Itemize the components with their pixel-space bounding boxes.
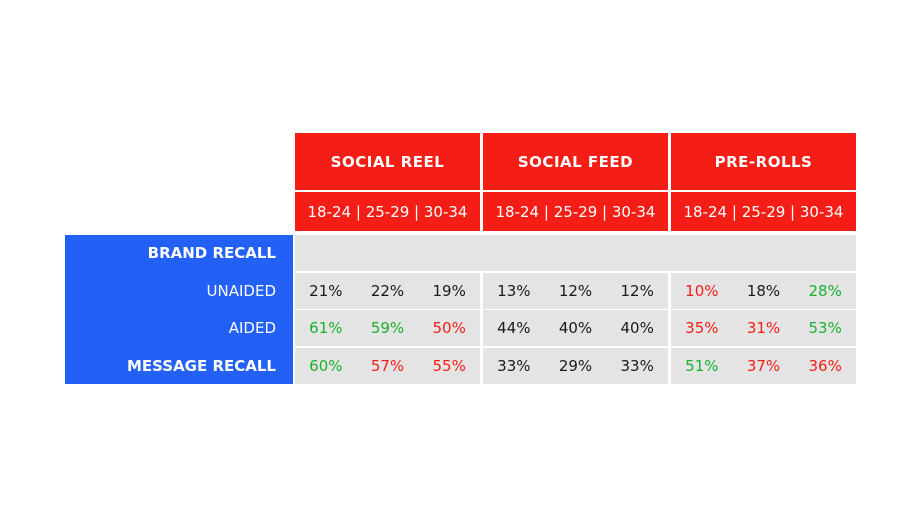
age-header-social-feed: 18-24 | 25-29 | 30-34 [483, 192, 668, 231]
value-cell: 57% [370, 357, 405, 375]
value-cell: 44% [497, 319, 531, 337]
cells-aided-1: 44% 40% 40% [483, 310, 668, 346]
value-cell: 28% [808, 282, 842, 300]
value-cell: 12% [620, 282, 654, 300]
cells-unaided-2: 10% 18% 28% [671, 273, 856, 309]
value-cell: 22% [370, 282, 405, 300]
cells-message-recall-0: 60% 57% 55% [295, 348, 480, 384]
cells-aided-0: 61% 59% 50% [295, 310, 480, 346]
value-cell: 21% [309, 282, 343, 300]
age-header-social-reel: 18-24 | 25-29 | 30-34 [295, 192, 480, 231]
cells-message-recall-1: 33% 29% 33% [483, 348, 668, 384]
value-cell: 61% [309, 319, 343, 337]
age-header-pre-rolls: 18-24 | 25-29 | 30-34 [671, 192, 856, 231]
value-cell: 59% [370, 319, 405, 337]
section-band-brand-recall [295, 235, 856, 271]
value-cell: 33% [620, 357, 654, 375]
header-social-reel: SOCIAL REEL [295, 133, 480, 190]
cells-message-recall-2: 51% 37% 36% [671, 348, 856, 384]
cells-unaided-1: 13% 12% 12% [483, 273, 668, 309]
header-social-feed: SOCIAL FEED [483, 133, 668, 190]
cells-aided-2: 35% 31% 53% [671, 310, 856, 346]
header-pre-rolls: PRE-ROLLS [671, 133, 856, 190]
value-cell: 13% [497, 282, 531, 300]
value-cell: 60% [309, 357, 343, 375]
cells-unaided-0: 21% 22% 19% [295, 273, 480, 309]
value-cell: 29% [558, 357, 593, 375]
value-cell: 37% [746, 357, 781, 375]
value-cell: 33% [497, 357, 531, 375]
value-cell: 53% [808, 319, 842, 337]
value-cell: 36% [808, 357, 842, 375]
value-cell: 31% [746, 319, 781, 337]
row-label-message-recall: MESSAGE RECALL [65, 348, 293, 384]
value-cell: 40% [558, 319, 593, 337]
value-cell: 10% [685, 282, 719, 300]
row-label-brand-recall: BRAND RECALL [65, 235, 293, 271]
value-cell: 50% [432, 319, 466, 337]
value-cell: 12% [558, 282, 593, 300]
row-label-unaided: UNAIDED [65, 271, 293, 311]
row-label-aided: AIDED [65, 308, 293, 348]
value-cell: 19% [432, 282, 466, 300]
value-cell: 40% [620, 319, 654, 337]
value-cell: 55% [432, 357, 466, 375]
value-cell: 51% [685, 357, 719, 375]
value-cell: 35% [685, 319, 719, 337]
value-cell: 18% [746, 282, 781, 300]
